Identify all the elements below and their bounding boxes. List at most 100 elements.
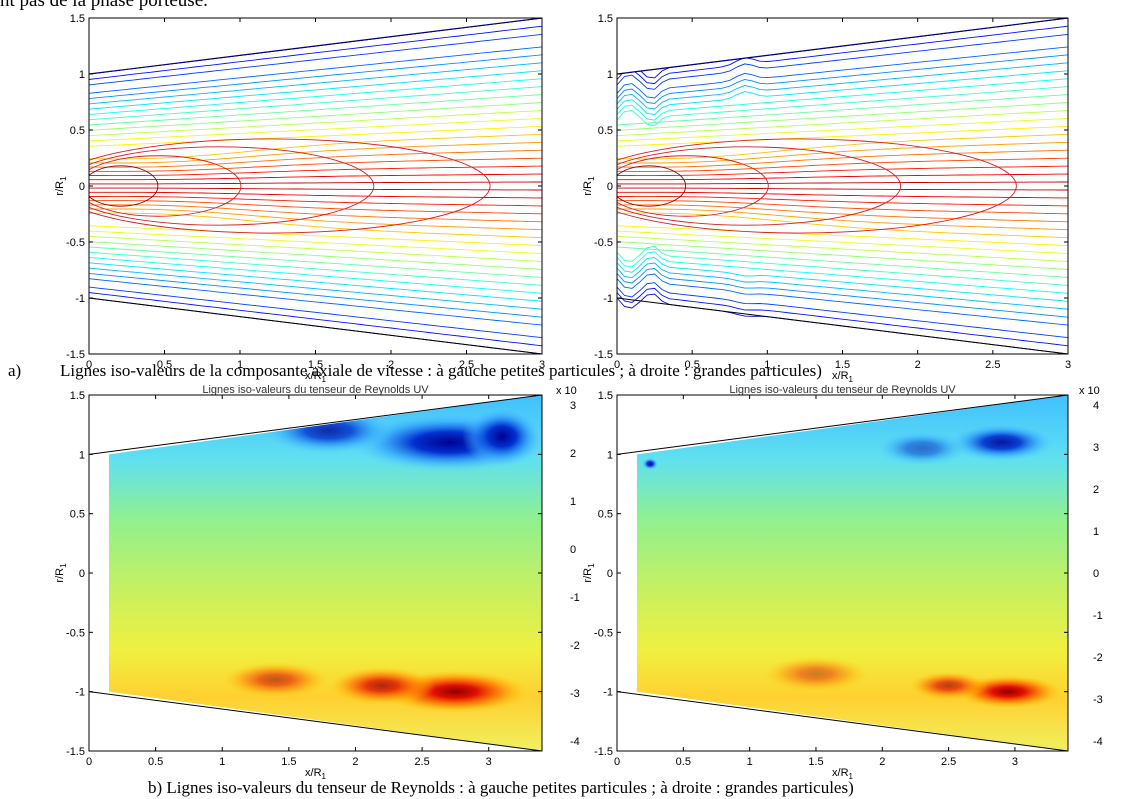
iso-line: [617, 245, 1068, 286]
iso-line: [617, 149, 1068, 168]
colorbar-tick-label: 3: [1093, 442, 1099, 454]
colorbar-tick-label: 2: [1093, 484, 1099, 496]
heat-field: [108, 395, 542, 751]
x-tick-label: 2.5: [985, 359, 1000, 371]
iso-line: [617, 225, 1068, 247]
iso-line: [617, 195, 1068, 207]
y-tick-label: 0: [79, 568, 85, 580]
caption-b: b) Lignes iso-valeurs du tenseur de Reyn…: [148, 778, 854, 797]
y-tick-label: 1: [79, 69, 85, 81]
boundary-upper: [617, 395, 1068, 455]
core-iso-line: [617, 155, 769, 217]
plot-area: [89, 18, 542, 354]
axes-frame: [616, 17, 1069, 355]
x-tick-label: 2.5: [414, 756, 429, 768]
iso-line: [617, 33, 1068, 90]
x-tick-label: 0: [614, 359, 620, 371]
iso-line: [617, 187, 1068, 191]
colorbar-tick-label: 3: [570, 400, 576, 412]
iso-line: [89, 70, 542, 110]
iso-line: [89, 230, 542, 255]
y-axis-label: r/R1: [582, 563, 596, 583]
iso-line: [89, 117, 542, 142]
panel-bottom-left: 3 2 1 0 -1 -2 -3 -4 x 10 Lignes iso-valeurs du te…: [54, 384, 580, 781]
x-tick-label: 3: [539, 359, 545, 371]
plot-area: [89, 395, 542, 751]
x-axis-label: x/R1: [305, 370, 327, 384]
iso-line: [89, 149, 542, 168]
core-iso-line: [89, 165, 159, 207]
panel-top-left: 0 0.5 1 1.5 2 2.5 3-1.5-1-0.500.511.5x/R1r/R1: [54, 13, 545, 384]
x-tick-label: 1.5: [808, 756, 823, 768]
x-axis-label-sub: 1: [849, 375, 854, 384]
x-tick-label: 2: [352, 756, 358, 768]
heat-field: [636, 395, 1068, 751]
iso-line: [617, 102, 1068, 131]
y-tick-label: -1.5: [594, 746, 613, 758]
panel-title: Lignes iso-valeurs du tenseur de Reynold…: [729, 384, 956, 396]
iso-line: [89, 251, 542, 286]
iso-line: [89, 165, 542, 177]
core-iso-line: [89, 155, 242, 217]
x-tick-label: 0.5: [148, 756, 163, 768]
iso-line: [89, 235, 542, 262]
colorbar-tick-label: 1: [570, 496, 576, 508]
iso-line: [89, 54, 542, 100]
top-text-fragment: nt pas de la phase porteuse.: [0, 0, 208, 11]
y-tick-label: -0.5: [594, 627, 613, 639]
caption-a: Lignes iso-valeurs de la composante axia…: [60, 361, 822, 380]
x-axis-label: x/R1: [832, 767, 854, 781]
iso-line: [617, 268, 1068, 318]
x-tick-label: 1: [747, 756, 753, 768]
x-tick-label: 0: [86, 359, 92, 371]
iso-line: [89, 272, 542, 318]
colorbar-exponent: x 10: [1079, 385, 1100, 397]
x-axis-label: x/R1: [832, 370, 854, 384]
y-tick-label: 0.5: [598, 509, 613, 521]
iso-line: [617, 70, 1068, 115]
iso-line: [89, 225, 542, 247]
iso-line: [89, 173, 542, 181]
core-iso-line: [617, 165, 687, 207]
iso-line: [89, 257, 542, 294]
y-tick-label: 1.5: [598, 13, 613, 25]
iso-line: [617, 246, 1068, 278]
iso-line: [89, 208, 542, 231]
plot-area: [617, 395, 1068, 751]
y-tick-label: 0.5: [70, 125, 85, 137]
x-axis-label-sub: 1: [322, 375, 327, 384]
boundary-lower: [617, 297, 1068, 354]
iso-line: [617, 287, 1068, 347]
iso-line: [617, 273, 1068, 326]
iso-line: [89, 204, 542, 223]
iso-line: [89, 78, 542, 115]
y-tick-label: -1: [603, 293, 613, 305]
colorbar-tick-label: -4: [1093, 736, 1103, 748]
iso-line: [89, 292, 542, 347]
x-tick-label: 1.5: [835, 359, 850, 371]
iso-line: [89, 94, 542, 126]
x-tick-label: 2: [915, 359, 921, 371]
y-tick-label: -1.5: [66, 746, 85, 758]
colorbar-exponent: x 10: [556, 385, 577, 397]
negative-region: [875, 430, 969, 467]
x-tick-label: 3: [486, 756, 492, 768]
x-tick-label: 0: [86, 756, 92, 768]
iso-line: [617, 46, 1068, 99]
iso-line: [89, 187, 542, 191]
iso-line: [617, 173, 1068, 181]
boundary-upper: [89, 395, 542, 455]
iso-line: [617, 54, 1068, 104]
colorbar-tick-label: 2: [570, 448, 576, 460]
y-tick-label: 0: [607, 181, 613, 193]
y-tick-label: 1.5: [70, 13, 85, 25]
y-tick-label: 1.5: [598, 390, 613, 402]
y-tick-label: -1: [603, 687, 613, 699]
x-axis-label-sub: 1: [849, 772, 854, 781]
core-iso-line: [617, 138, 1017, 234]
y-tick-label: -1: [75, 293, 85, 305]
x-tick-label: 1: [764, 359, 770, 371]
y-axis-label: r/R1: [54, 176, 68, 196]
y-tick-label: -1.5: [594, 349, 613, 361]
negative-region: [262, 406, 396, 455]
